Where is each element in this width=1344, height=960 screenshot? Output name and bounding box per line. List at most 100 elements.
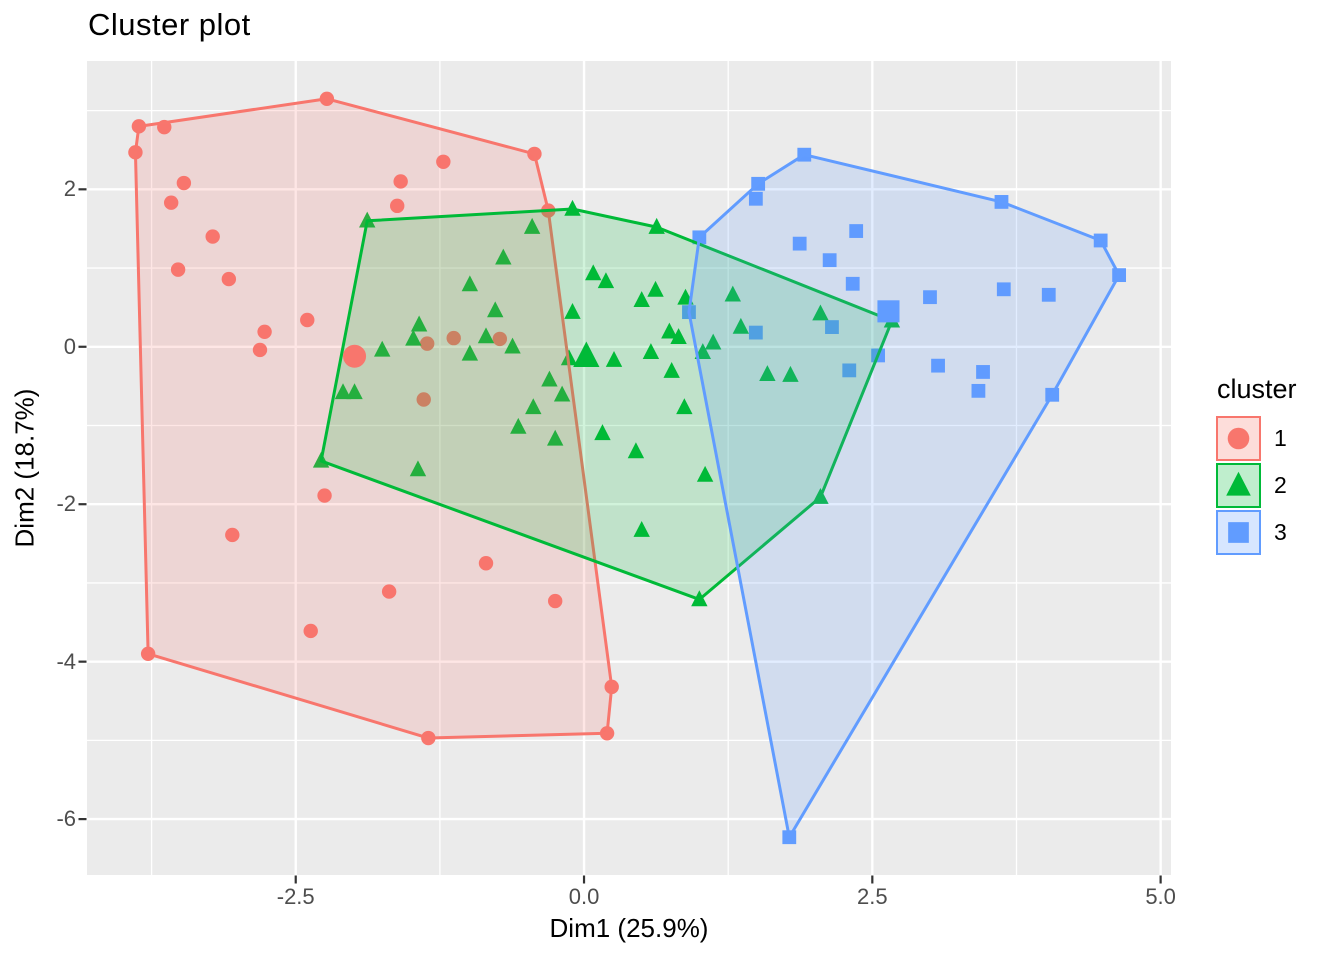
data-point-cluster-2 — [504, 337, 521, 354]
data-point-cluster-3 — [923, 290, 937, 305]
data-point-cluster-2 — [525, 398, 542, 415]
centroids-layer — [343, 300, 900, 368]
data-point-cluster-2 — [409, 460, 427, 477]
centroid-cluster-3 — [877, 300, 900, 323]
legend-symbol-cluster-2 — [1226, 471, 1251, 496]
data-point-cluster-2 — [477, 327, 495, 344]
data-point-cluster-3 — [748, 325, 763, 340]
legend-label: 1 — [1274, 425, 1287, 451]
data-point-cluster-2 — [605, 350, 623, 367]
data-point-cluster-2 — [594, 424, 611, 441]
x-tick-label: 0.0 — [568, 884, 600, 909]
square-symbol — [1228, 522, 1249, 543]
legend-key-triangle-icon — [1216, 463, 1261, 508]
data-point-cluster-2 — [553, 385, 571, 402]
data-point-cluster-2 — [724, 285, 741, 302]
legend-row-cluster-1: 1 — [1216, 416, 1297, 461]
data-point-cluster-3 — [748, 191, 763, 206]
data-point-cluster-1 — [446, 330, 461, 346]
cluster-3-hull — [687, 153, 1121, 839]
data-point-cluster-2 — [597, 272, 615, 289]
data-point-cluster-1 — [317, 488, 332, 503]
data-point-cluster-3 — [996, 282, 1011, 297]
data-point-cluster-3 — [825, 320, 839, 334]
legend-symbol-cluster-1 — [1227, 427, 1250, 450]
y-tick-label: 2 — [63, 176, 76, 202]
cluster-2-points — [312, 199, 901, 607]
data-point-cluster-1 — [436, 154, 451, 169]
data-point-cluster-2 — [676, 398, 693, 415]
data-point-cluster-1 — [170, 262, 186, 277]
centroid-cluster-1 — [343, 344, 367, 368]
data-point-cluster-2 — [461, 275, 479, 292]
data-point-cluster-1 — [300, 312, 315, 328]
data-point-cluster-3 — [792, 236, 807, 251]
centroid-cluster-2 — [573, 341, 600, 367]
data-point-cluster-3 — [845, 276, 860, 291]
circle-symbol — [1227, 427, 1250, 450]
data-point-cluster-3 — [842, 363, 857, 378]
data-point-cluster-2 — [374, 340, 391, 357]
cluster-2-hull — [319, 207, 894, 601]
triangle-symbol — [1226, 471, 1251, 496]
data-point-cluster-1 — [390, 198, 405, 214]
y-tick-label: 0 — [63, 333, 76, 359]
legend-label: 3 — [1274, 519, 1287, 545]
data-point-cluster-2 — [564, 302, 581, 319]
data-point-cluster-2 — [633, 291, 650, 308]
data-point-cluster-1 — [393, 174, 408, 189]
data-point-cluster-1 — [416, 392, 431, 407]
data-point-cluster-2 — [661, 322, 678, 339]
data-point-cluster-1 — [381, 584, 397, 599]
data-point-cluster-1 — [176, 175, 192, 191]
data-point-cluster-2 — [782, 365, 799, 382]
y-tick-label: -6 — [56, 806, 76, 832]
data-point-cluster-2 — [546, 429, 564, 446]
data-point-cluster-1 — [252, 342, 268, 358]
data-point-cluster-3 — [976, 365, 990, 379]
data-point-cluster-2 — [704, 333, 722, 350]
cluster-hulls-layer — [133, 97, 1121, 839]
x-tick-label: 5.0 — [1145, 884, 1176, 909]
legend-row-cluster-2: 2 — [1216, 463, 1297, 508]
data-point-cluster-2 — [696, 465, 714, 482]
data-point-cluster-3 — [849, 224, 864, 238]
data-point-cluster-1 — [419, 336, 435, 351]
data-point-cluster-3 — [931, 358, 945, 373]
data-point-cluster-2 — [510, 417, 527, 434]
data-point-cluster-2 — [334, 383, 352, 400]
data-point-cluster-2 — [642, 343, 660, 360]
data-point-cluster-2 — [647, 280, 664, 297]
data-point-cluster-1 — [303, 623, 318, 639]
legend-row-cluster-3: 3 — [1216, 510, 1297, 555]
data-point-cluster-2 — [694, 343, 712, 360]
x-axis-title: Dim1 (25.9%) — [549, 913, 709, 943]
plot-panel — [87, 61, 1171, 875]
legend-key-square-icon — [1216, 510, 1261, 555]
data-point-cluster-2 — [487, 301, 504, 318]
data-point-cluster-2 — [410, 315, 428, 332]
legend-items: 1 2 3 — [1216, 416, 1297, 555]
y-tick-label: -4 — [56, 648, 76, 674]
data-point-cluster-1 — [547, 593, 563, 609]
x-tick-label: 2.5 — [857, 884, 888, 909]
data-point-cluster-2 — [627, 442, 645, 459]
data-point-cluster-3 — [971, 383, 986, 398]
data-point-cluster-2 — [346, 383, 363, 400]
data-point-cluster-2 — [663, 361, 680, 378]
data-point-cluster-2 — [541, 370, 558, 387]
plot-title: Cluster plot — [88, 7, 251, 42]
data-point-cluster-1 — [257, 324, 272, 340]
data-point-cluster-2 — [633, 521, 650, 537]
data-point-cluster-1 — [492, 331, 508, 347]
data-point-cluster-1 — [225, 527, 240, 543]
data-point-cluster-2 — [495, 248, 512, 265]
cluster-1-hull — [133, 97, 614, 740]
data-point-cluster-2 — [585, 264, 602, 281]
data-point-cluster-2 — [732, 317, 750, 334]
legend: cluster 1 2 3 — [1216, 374, 1297, 557]
data-point-cluster-2 — [523, 217, 541, 234]
legend-symbol-cluster-3 — [1228, 522, 1249, 543]
